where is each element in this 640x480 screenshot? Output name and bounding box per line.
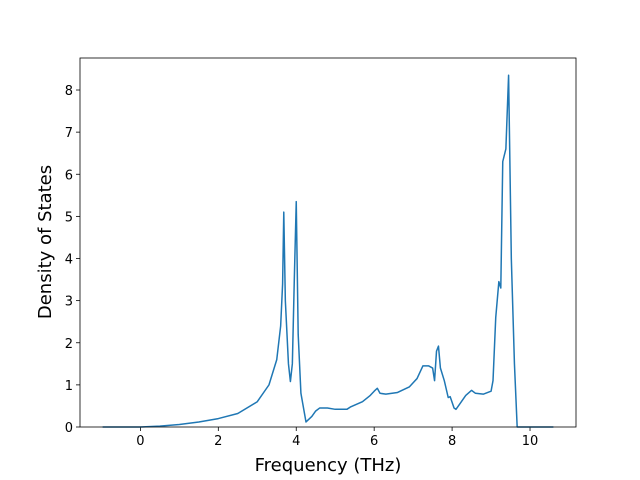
- x-tick-label: 6: [370, 434, 378, 449]
- plot-frame: [79, 57, 577, 428]
- y-tick-label: 0: [65, 421, 73, 436]
- y-tick-label: 8: [65, 84, 73, 99]
- x-tick-label: 10: [522, 434, 539, 449]
- x-tick-label: 0: [136, 434, 144, 449]
- y-tick-label: 5: [65, 210, 73, 225]
- y-tick-label: 2: [65, 337, 73, 352]
- y-tick-label: 6: [65, 168, 73, 183]
- x-tick-label: 2: [214, 434, 222, 449]
- x-tick-label: 4: [292, 434, 300, 449]
- y-tick-label: 3: [65, 295, 73, 310]
- y-axis-label: Density of States: [35, 165, 56, 319]
- x-tick-label: 8: [448, 434, 456, 449]
- y-tick-label: 7: [65, 126, 73, 141]
- line: [102, 74, 554, 428]
- y-tick-label: 1: [65, 379, 73, 394]
- x-axis-label: Frequency (THz): [255, 455, 402, 476]
- y-tick-label: 4: [65, 253, 73, 268]
